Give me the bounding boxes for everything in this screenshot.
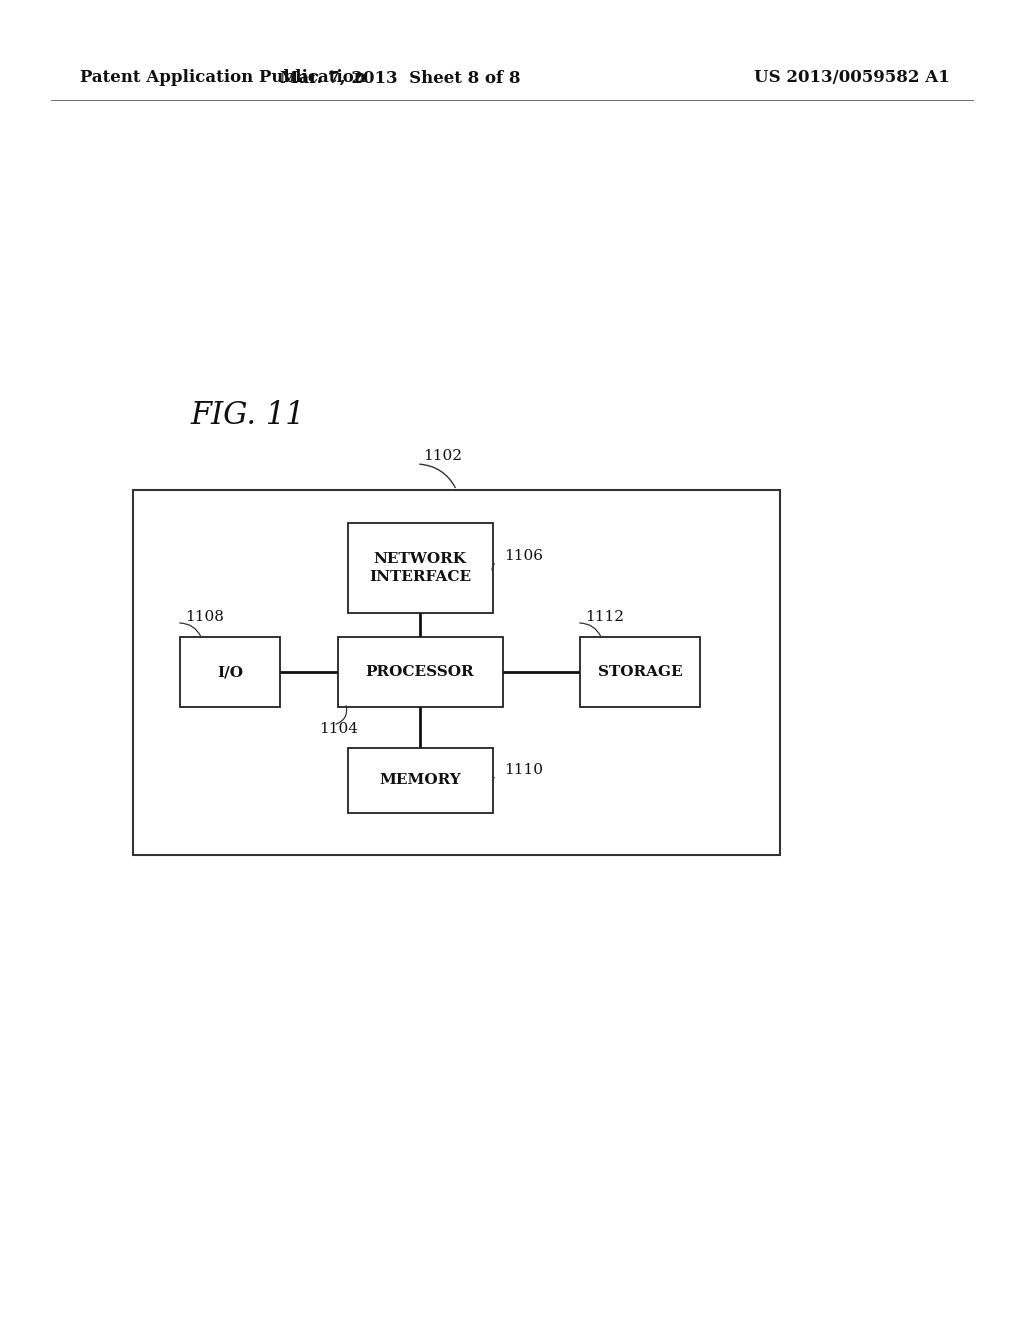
Text: I/O: I/O: [217, 665, 243, 678]
Bar: [180, 638, 280, 708]
Text: 1108: 1108: [185, 610, 224, 624]
Text: Mar. 7, 2013  Sheet 8 of 8: Mar. 7, 2013 Sheet 8 of 8: [280, 70, 520, 87]
Text: FIG. 11: FIG. 11: [190, 400, 304, 430]
Bar: [347, 523, 493, 612]
Text: MEMORY: MEMORY: [379, 774, 461, 787]
Bar: [347, 747, 493, 813]
Text: Patent Application Publication: Patent Application Publication: [80, 70, 366, 87]
Bar: [580, 638, 700, 708]
Text: 1112: 1112: [585, 610, 624, 624]
Text: NETWORK
INTERFACE: NETWORK INTERFACE: [369, 552, 471, 583]
Text: PROCESSOR: PROCESSOR: [366, 665, 474, 678]
Text: 1106: 1106: [505, 549, 544, 564]
Bar: [338, 638, 503, 708]
Text: 1104: 1104: [319, 722, 358, 737]
Text: US 2013/0059582 A1: US 2013/0059582 A1: [755, 70, 950, 87]
Text: 1102: 1102: [423, 449, 462, 463]
Text: STORAGE: STORAGE: [598, 665, 682, 678]
Text: 1110: 1110: [505, 763, 544, 777]
Bar: [133, 490, 780, 855]
